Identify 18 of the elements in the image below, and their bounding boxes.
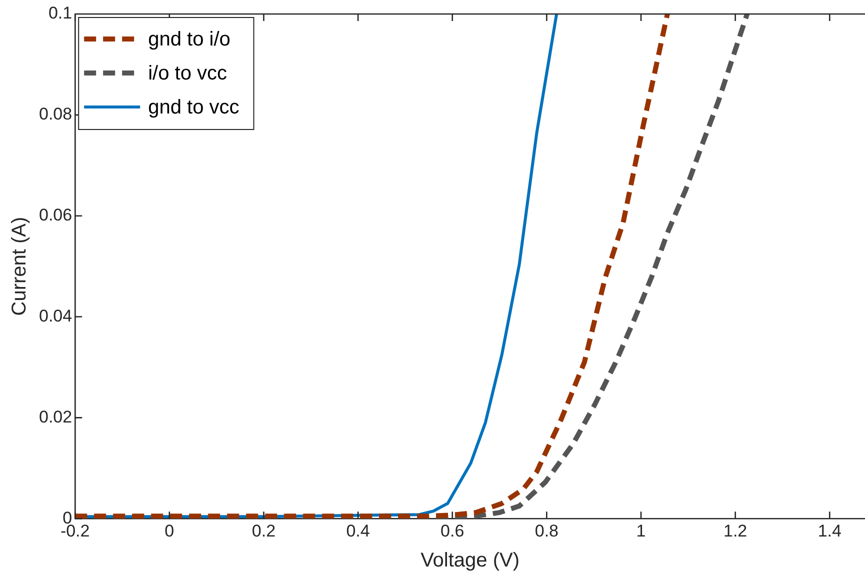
x-tick-label: 0: [164, 521, 174, 540]
legend-label: gnd to vcc: [148, 96, 240, 119]
x-tick-label: 1: [636, 521, 646, 540]
x-axis-title: Voltage (V): [420, 550, 520, 572]
y-tick-label: 0.06: [38, 206, 72, 225]
x-tick-label: 0.6: [440, 521, 464, 540]
y-tick-label: 0.1: [48, 4, 72, 23]
y-tick-label: 0.04: [38, 306, 72, 326]
legend-label: i/o to vcc: [148, 62, 228, 85]
x-tick-label: 0.4: [346, 521, 370, 540]
x-tick-label: 0.2: [252, 521, 276, 540]
x-tick-label: 1.2: [723, 521, 748, 540]
legend-label: gnd to i/o: [148, 28, 230, 51]
x-tick-label: 1.4: [818, 521, 842, 540]
y-axis-title: Current (A): [8, 216, 31, 316]
y-tick-label: 0.02: [38, 407, 72, 426]
y-tick-label: 0.08: [38, 104, 72, 124]
x-tick-label: 0.8: [534, 521, 558, 540]
